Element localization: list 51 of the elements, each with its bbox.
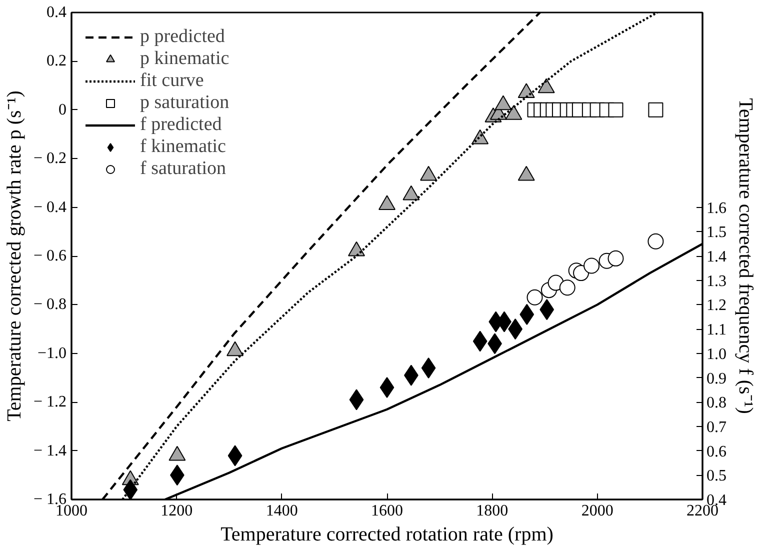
y2-tick-label: 0.8 — [706, 394, 726, 412]
y2-tick-label: 0.7 — [706, 418, 726, 436]
y2-tick-label: 0.6 — [706, 443, 726, 460]
legend-label: f saturation — [140, 158, 226, 180]
point — [402, 185, 420, 200]
y-tick-label: − 0.6 — [33, 248, 67, 264]
y2-axis-title: Temperature corrected frequency f (s⁻¹) — [734, 98, 756, 414]
point — [226, 341, 244, 356]
y2-tick-label: 1.5 — [706, 224, 726, 242]
point — [123, 479, 138, 500]
point — [648, 233, 664, 250]
point — [608, 250, 624, 266]
point — [584, 258, 600, 274]
point — [608, 102, 624, 118]
legend-label: f predicted — [140, 114, 222, 136]
point — [648, 102, 664, 118]
y-tick-label: −1.0 — [37, 344, 67, 362]
y2-tick-label: 1.6 — [706, 200, 726, 217]
y2-tick-label: 1.2 — [706, 297, 726, 314]
legend-label: p saturation — [140, 92, 230, 114]
y-tick-label: 0.4 — [46, 4, 66, 21]
y-tick-label: 0.2 — [46, 52, 66, 70]
point — [559, 280, 576, 296]
y2-tick-label: 0.5 — [706, 468, 726, 485]
y2-tick-label: 0.9 — [706, 370, 726, 388]
y-tick-label: − 0.2 — [33, 150, 67, 168]
x-tick-label: 1800 — [476, 502, 508, 520]
y-tick-label: − 0.4 — [33, 198, 67, 216]
y2-tick-label: 1.0 — [706, 346, 726, 363]
y2-tick-label: 1.4 — [706, 248, 726, 266]
x-tick-label: 1400 — [266, 502, 298, 520]
legend-label: p predicted — [140, 26, 225, 48]
point — [348, 241, 365, 256]
y-tick-label: 0 — [58, 101, 66, 118]
y-tick-label: − 1.2 — [33, 394, 67, 411]
legend-label: p kinematic — [140, 48, 230, 70]
y-tick-label: − 1.4 — [33, 442, 67, 460]
x-tick-label: 1200 — [160, 502, 193, 520]
point — [573, 265, 590, 282]
y2-tick-label: 1.1 — [706, 322, 726, 339]
y-axis-title: Temperature corrected growth rate p (s⁻¹) — [3, 90, 26, 422]
x-tick-label: 2000 — [581, 502, 614, 520]
legend-label: fit curve — [140, 70, 204, 92]
legend-label: f kinematic — [140, 136, 226, 158]
y2-tick-label: 1.3 — [706, 272, 726, 290]
point — [168, 446, 186, 461]
x-axis-title: Temperature corrected rotation rate (rpm) — [220, 524, 554, 546]
y-tick-label: − 0.8 — [33, 296, 67, 314]
point — [378, 195, 396, 210]
point — [526, 289, 543, 306]
x-tick-label: 1600 — [371, 502, 403, 520]
